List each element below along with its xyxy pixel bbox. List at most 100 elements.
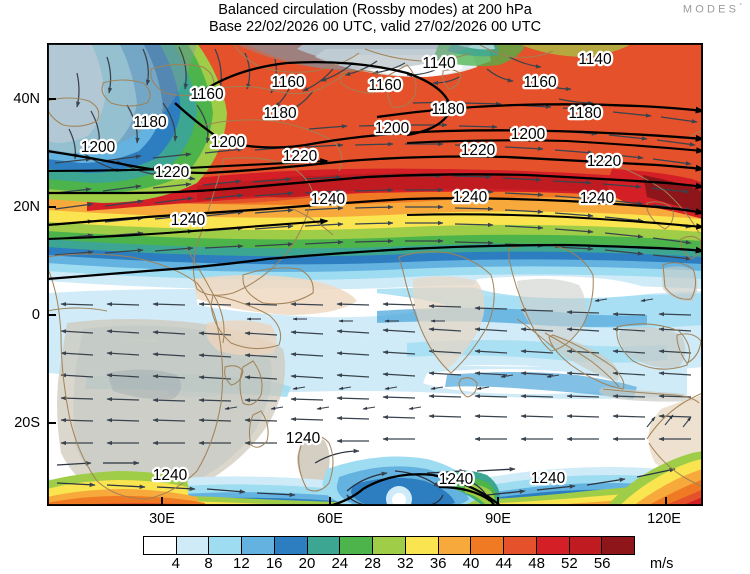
y-tick-label-0: 0 bbox=[31, 307, 40, 323]
contour-label-halo: 1240 bbox=[531, 470, 566, 487]
contour-label: 1160 bbox=[271, 74, 305, 91]
contour-label-halo: 1240 bbox=[580, 190, 615, 207]
tropical-easterly-arrows bbox=[60, 302, 692, 446]
contour-label: 1240 bbox=[286, 430, 321, 447]
contour-label: 1140 bbox=[422, 55, 456, 72]
contour-label-halo: 1200 bbox=[511, 126, 546, 143]
contour-label: 1180 bbox=[568, 105, 602, 122]
contour-label: 1200 bbox=[511, 126, 546, 143]
colorbar-tick-12: 12 bbox=[233, 555, 250, 572]
contour-label: 1180 bbox=[133, 114, 167, 131]
colorbar-band-5 bbox=[306, 537, 340, 554]
contour-label-halo: 1180 bbox=[431, 101, 465, 118]
colorbar-tick-4: 4 bbox=[171, 555, 180, 572]
colorbar-band-6 bbox=[339, 537, 373, 554]
contour-label-halo: 1160 bbox=[190, 86, 224, 103]
contour-label: 1160 bbox=[368, 77, 402, 94]
contour-label: 1160 bbox=[190, 86, 224, 103]
y-tick-label-20s: 20S bbox=[14, 415, 40, 431]
contour-label-halo: 1220 bbox=[283, 148, 318, 165]
contour-label-halo: 1140 bbox=[422, 55, 456, 72]
chart-title-line1: Balanced circulation (Rossby modes) at 2… bbox=[218, 2, 532, 18]
chart-subtitle-line2: Base 22/02/2026 00 UTC, valid 27/02/2026… bbox=[208, 19, 542, 35]
modes-logo-text: MODES bbox=[682, 3, 740, 16]
se-jet-core bbox=[607, 451, 703, 506]
jet-streamlines bbox=[47, 139, 703, 241]
colorbar-band-3 bbox=[241, 537, 274, 554]
contour-label: 1240 bbox=[171, 212, 206, 229]
contour-label: 1240 bbox=[153, 467, 188, 484]
contour-label: 1220 bbox=[587, 153, 622, 170]
colorbar-band-13 bbox=[568, 537, 602, 554]
plot-frame bbox=[47, 43, 703, 506]
contour-label: 1160 bbox=[523, 74, 557, 91]
colorbar-band-4 bbox=[273, 537, 307, 554]
colorbar-tick-8: 8 bbox=[204, 555, 213, 572]
axis-ticks bbox=[47, 98, 667, 506]
colorbar-tick-36: 36 bbox=[429, 555, 447, 572]
colorbar-band-7 bbox=[372, 537, 405, 554]
modes-logo: MODES° bbox=[683, 3, 742, 16]
contour-label-halo: 1240 bbox=[171, 212, 206, 229]
colorbar-band-1 bbox=[175, 537, 209, 554]
contour-label: 1180 bbox=[263, 105, 297, 122]
contour-label-halo: 1160 bbox=[271, 74, 305, 91]
contour-label-halo: 1160 bbox=[368, 77, 402, 94]
contour-label-halo: 1180 bbox=[133, 114, 167, 131]
contour-label-halo: 1160 bbox=[523, 74, 557, 91]
colorbar-band-8 bbox=[404, 537, 438, 554]
contour-label-halo: 1220 bbox=[461, 142, 496, 159]
x-tick-label-30e: 30E bbox=[149, 511, 175, 527]
contour-label: 1140 bbox=[578, 51, 612, 68]
colorbar-tick-40: 40 bbox=[462, 555, 480, 572]
contour-label: 1240 bbox=[531, 470, 566, 487]
colorbar-band-12 bbox=[535, 537, 569, 554]
contour-label: 1240 bbox=[439, 471, 474, 488]
colorbar-band-14 bbox=[601, 537, 635, 554]
contour-label: 1220 bbox=[155, 164, 190, 181]
colorbar-band-9 bbox=[437, 537, 471, 554]
colorbar-tick-52: 52 bbox=[561, 555, 578, 572]
contour-label: 1180 bbox=[431, 101, 465, 118]
x-tick-label-120e: 120E bbox=[647, 511, 681, 527]
sw-jet-entrance bbox=[47, 471, 237, 506]
colorbar-units-label: m/s bbox=[650, 556, 674, 572]
tropical-cyclone-vortex bbox=[322, 456, 500, 506]
contour-label-halo: 1140 bbox=[578, 51, 612, 68]
southern-westerly-arrows bbox=[56, 460, 676, 497]
colorbar[interactable] bbox=[143, 536, 635, 555]
contour-label: 1200 bbox=[81, 139, 116, 156]
contour-label: 1240 bbox=[580, 190, 615, 207]
colorbar-band-11 bbox=[503, 537, 536, 554]
colorbar-band-2 bbox=[208, 537, 242, 554]
colorbar-tick-44: 44 bbox=[495, 555, 513, 572]
contour-label-halo: 1220 bbox=[587, 153, 622, 170]
colorbar-tick-24: 24 bbox=[331, 555, 349, 572]
colorbar-band-0 bbox=[144, 537, 176, 554]
contour-label-halo: 1220 bbox=[155, 164, 190, 181]
colorbar-tick-48: 48 bbox=[528, 555, 545, 572]
contour-label-halo: 1240 bbox=[439, 471, 474, 488]
map-plot-area: 1140 1140 1140 1140 1160 1160 1160 1160 1160 1160… bbox=[47, 43, 703, 506]
colorbar-band-10 bbox=[470, 537, 504, 554]
contour-label-halo: 1200 bbox=[81, 139, 116, 156]
colorbar-tick-28: 28 bbox=[364, 555, 381, 572]
contour-label-halo: 1180 bbox=[263, 105, 297, 122]
contour-label: 1220 bbox=[283, 148, 318, 165]
x-tick-label-60e: 60E bbox=[317, 511, 343, 527]
cyclone-circulation-arrows bbox=[314, 448, 490, 506]
colorbar-tick-16: 16 bbox=[265, 555, 283, 572]
contour-label: 1200 bbox=[375, 120, 410, 137]
contour-label: 1200 bbox=[211, 134, 246, 151]
colorbar-tick-32: 32 bbox=[397, 555, 414, 572]
weak-wind-arrows bbox=[224, 298, 692, 428]
contour-label-halo: 1240 bbox=[286, 430, 321, 447]
contour-label: 1240 bbox=[453, 189, 488, 206]
y-tick-label-40n: 40N bbox=[13, 91, 40, 107]
height-contours bbox=[47, 60, 703, 506]
colorbar-tick-20: 20 bbox=[298, 555, 316, 572]
contour-label: 1240 bbox=[311, 191, 346, 208]
y-tick-label-20n: 20N bbox=[13, 199, 40, 215]
